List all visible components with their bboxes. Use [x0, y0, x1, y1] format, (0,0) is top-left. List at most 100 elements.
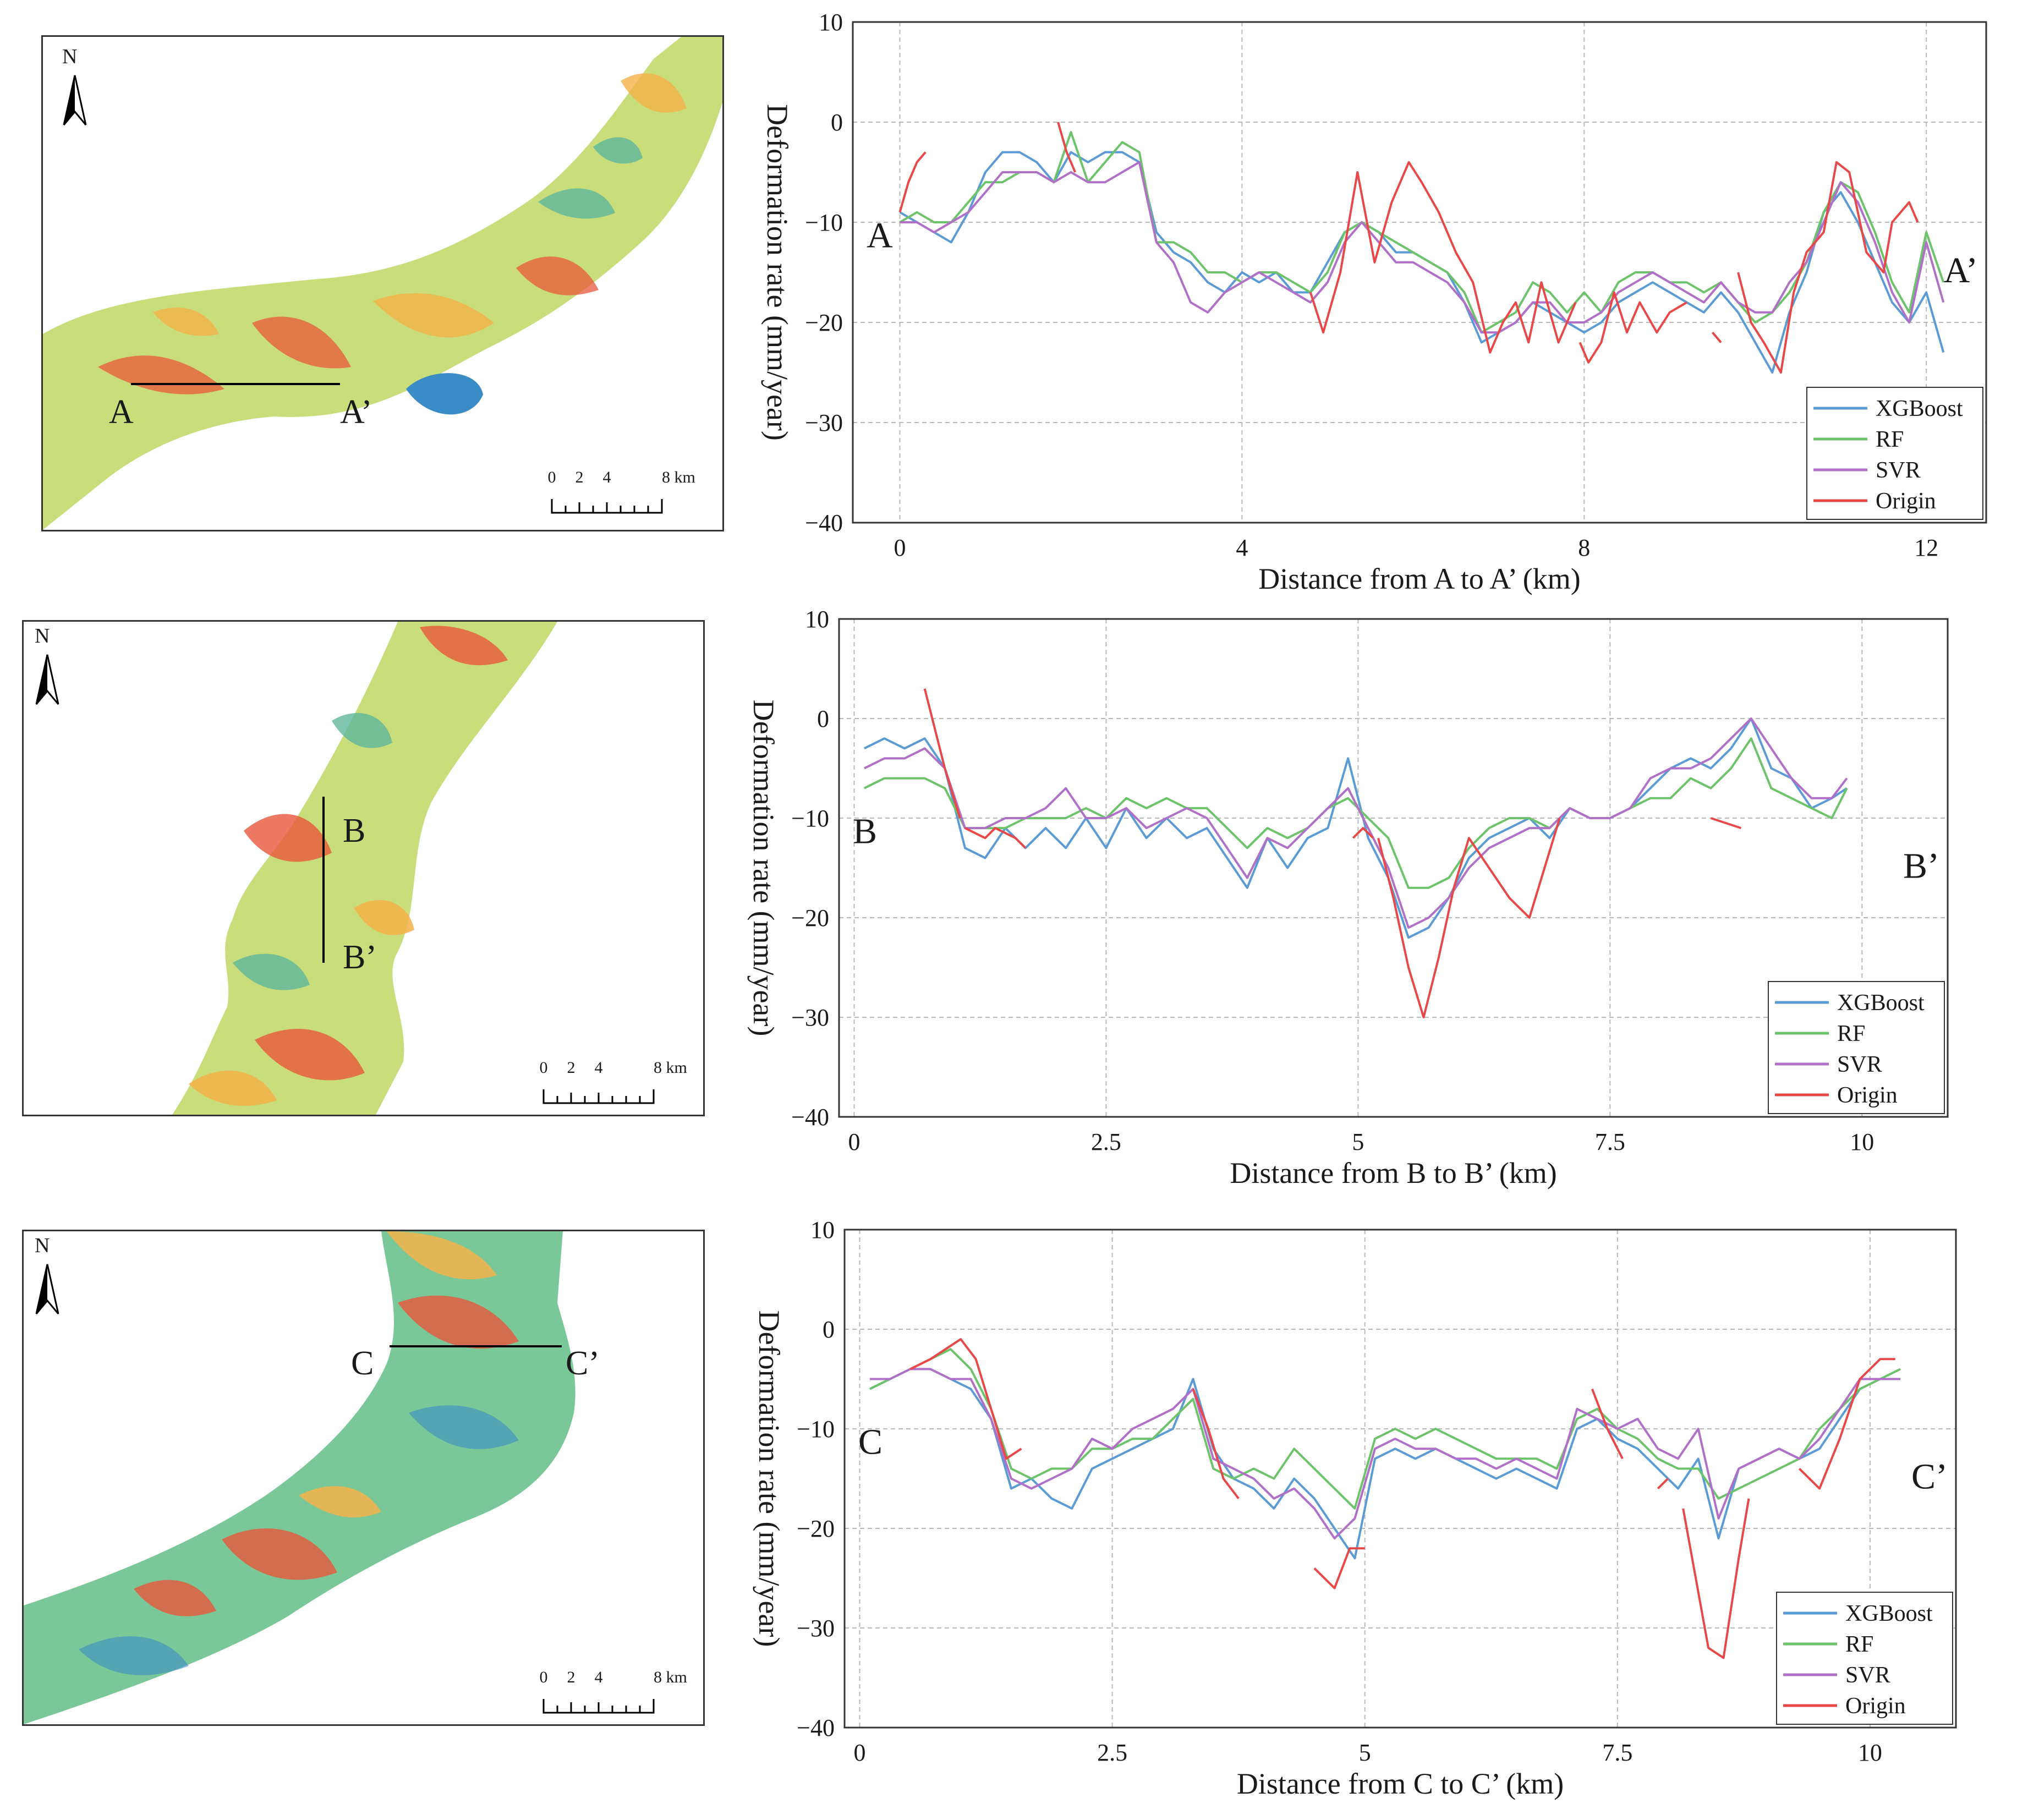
terrain-strip-b — [172, 622, 557, 1115]
svg-text:0: 0 — [548, 468, 556, 486]
legend-label: SVR — [1845, 1663, 1890, 1688]
x-tick-label: 0 — [848, 1128, 860, 1155]
series-line-rf — [899, 131, 1945, 334]
x-tick-label: 10 — [1858, 1739, 1882, 1766]
x-axis-label: Distance from A to A’ (km) — [1258, 562, 1580, 595]
legend-label: Origin — [1837, 1083, 1898, 1108]
scale-bar: 0 2 4 8 km — [540, 1059, 687, 1104]
profile-start-label: A — [109, 393, 134, 431]
terrain-patches-c — [134, 1295, 519, 1616]
scale-bar: 0 2 4 8 km — [540, 1668, 687, 1714]
plot-frame — [838, 618, 1949, 1118]
legend-label: XGBoost — [1876, 396, 1963, 421]
profile-end-label: B’ — [1903, 846, 1939, 886]
svg-text:2: 2 — [567, 1059, 575, 1077]
x-tick-label: 8 — [1578, 534, 1590, 561]
north-arrow-icon: N — [62, 45, 87, 125]
legend-label: Origin — [1876, 489, 1936, 514]
plot-frame — [843, 1229, 1957, 1729]
terrain-water-a — [406, 373, 483, 415]
y-tick-label: −10 — [791, 805, 829, 832]
series-line-origin — [909, 1338, 1895, 1659]
y-tick-label: 10 — [819, 9, 843, 36]
svg-text:4: 4 — [603, 468, 611, 486]
legend-label: SVR — [1837, 1052, 1882, 1077]
series-line-origin — [898, 122, 1919, 374]
legend-box — [1768, 981, 1945, 1114]
terrain-patches-b — [244, 626, 508, 1081]
svg-text:4: 4 — [595, 1059, 603, 1077]
svg-text:N: N — [62, 45, 77, 68]
x-tick-label: 5 — [1359, 1739, 1371, 1766]
terrain-patches-b2 — [233, 712, 392, 990]
x-tick-label: 5 — [1352, 1128, 1364, 1155]
plot-frame — [852, 21, 1987, 524]
x-tick-label: 10 — [1850, 1128, 1874, 1155]
y-tick-label: −40 — [805, 509, 843, 536]
legend-label: RF — [1845, 1632, 1873, 1657]
legend-label: XGBoost — [1837, 990, 1925, 1016]
x-tick-label: 2.5 — [1091, 1128, 1121, 1155]
y-tick-label: −30 — [791, 1004, 829, 1031]
y-axis-label: Deformation rate (mm/year) — [753, 1311, 786, 1647]
y-tick-label: −40 — [797, 1714, 835, 1741]
x-axis-label: Distance from B to B’ (km) — [1230, 1156, 1556, 1189]
north-arrow-icon: N — [35, 624, 59, 705]
svg-text:0: 0 — [540, 1059, 548, 1077]
y-tick-label: −30 — [797, 1615, 835, 1642]
series-line-rf — [863, 737, 1848, 889]
profile-end-label: B’ — [343, 939, 377, 976]
chart-panel-0: 0 4 8 12 10 0 −10 −20 −30 −40 Distance from A to A… — [761, 9, 1987, 595]
legend-box — [1776, 1592, 1953, 1725]
profile-start-label: B — [343, 812, 365, 849]
legend-label: SVR — [1876, 458, 1921, 483]
map-panel-a: A A’ N 0 2 4 8 km — [41, 35, 724, 531]
series-line-xgboost — [863, 717, 1848, 939]
svg-text:4: 4 — [595, 1668, 603, 1686]
y-tick-label: 0 — [823, 1316, 835, 1343]
y-tick-label: −10 — [805, 209, 843, 236]
y-tick-label: −40 — [791, 1104, 829, 1131]
svg-text:8 km: 8 km — [654, 1668, 687, 1686]
svg-text:2: 2 — [567, 1668, 575, 1686]
y-tick-label: 0 — [831, 109, 843, 136]
series-line-rf — [869, 1348, 1901, 1510]
x-tick-label: 12 — [1914, 534, 1938, 561]
y-tick-label: 10 — [810, 1216, 835, 1243]
scale-bar: 0 2 4 8 km — [548, 468, 695, 514]
x-axis-label: Distance from C to C’ (km) — [1237, 1767, 1564, 1800]
legend-box — [1806, 387, 1983, 520]
y-tick-label: −20 — [805, 309, 843, 336]
series-line-xgboost — [899, 151, 1945, 374]
north-arrow-icon: N — [35, 1234, 59, 1314]
chart-panel-2: 0 2.5 5 7.5 10 10 0 −10 −20 −30 −40 Distance from C… — [753, 1216, 1957, 1800]
y-tick-label: 10 — [805, 606, 829, 633]
map-panel-c: C C’ N 0 2 4 8 km — [22, 1230, 705, 1726]
terrain-strip-a — [43, 37, 722, 530]
svg-text:0: 0 — [540, 1668, 548, 1686]
terrain-patches-c3 — [299, 1231, 497, 1517]
legend-label: RF — [1876, 427, 1904, 452]
profile-start-label: C — [351, 1345, 374, 1382]
x-tick-label: 0 — [854, 1739, 866, 1766]
series-line-xgboost — [869, 1368, 1900, 1560]
profile-start-label: A — [867, 216, 893, 256]
terrain-patches-a — [98, 256, 599, 394]
legend-label: XGBoost — [1845, 1601, 1933, 1626]
y-tick-label: −10 — [797, 1416, 835, 1443]
profile-end-label: A’ — [1944, 250, 1978, 290]
profile-end-label: C’ — [566, 1345, 600, 1382]
svg-text:N: N — [35, 624, 50, 648]
series-line-svr — [900, 161, 1945, 334]
x-tick-label: 7.5 — [1602, 1739, 1632, 1766]
legend-label: RF — [1837, 1021, 1865, 1046]
map-panel-b: B B’ N 0 2 4 8 km — [22, 620, 705, 1116]
svg-text:8 km: 8 km — [662, 468, 695, 486]
terrain-patches-b3 — [189, 900, 414, 1106]
y-axis-label: Deformation rate (mm/year) — [747, 700, 780, 1037]
svg-text:N: N — [35, 1234, 50, 1257]
series-line-origin — [923, 688, 1742, 1018]
x-tick-label: 7.5 — [1595, 1128, 1625, 1155]
svg-text:2: 2 — [575, 468, 584, 486]
series-line-svr — [863, 717, 1848, 929]
